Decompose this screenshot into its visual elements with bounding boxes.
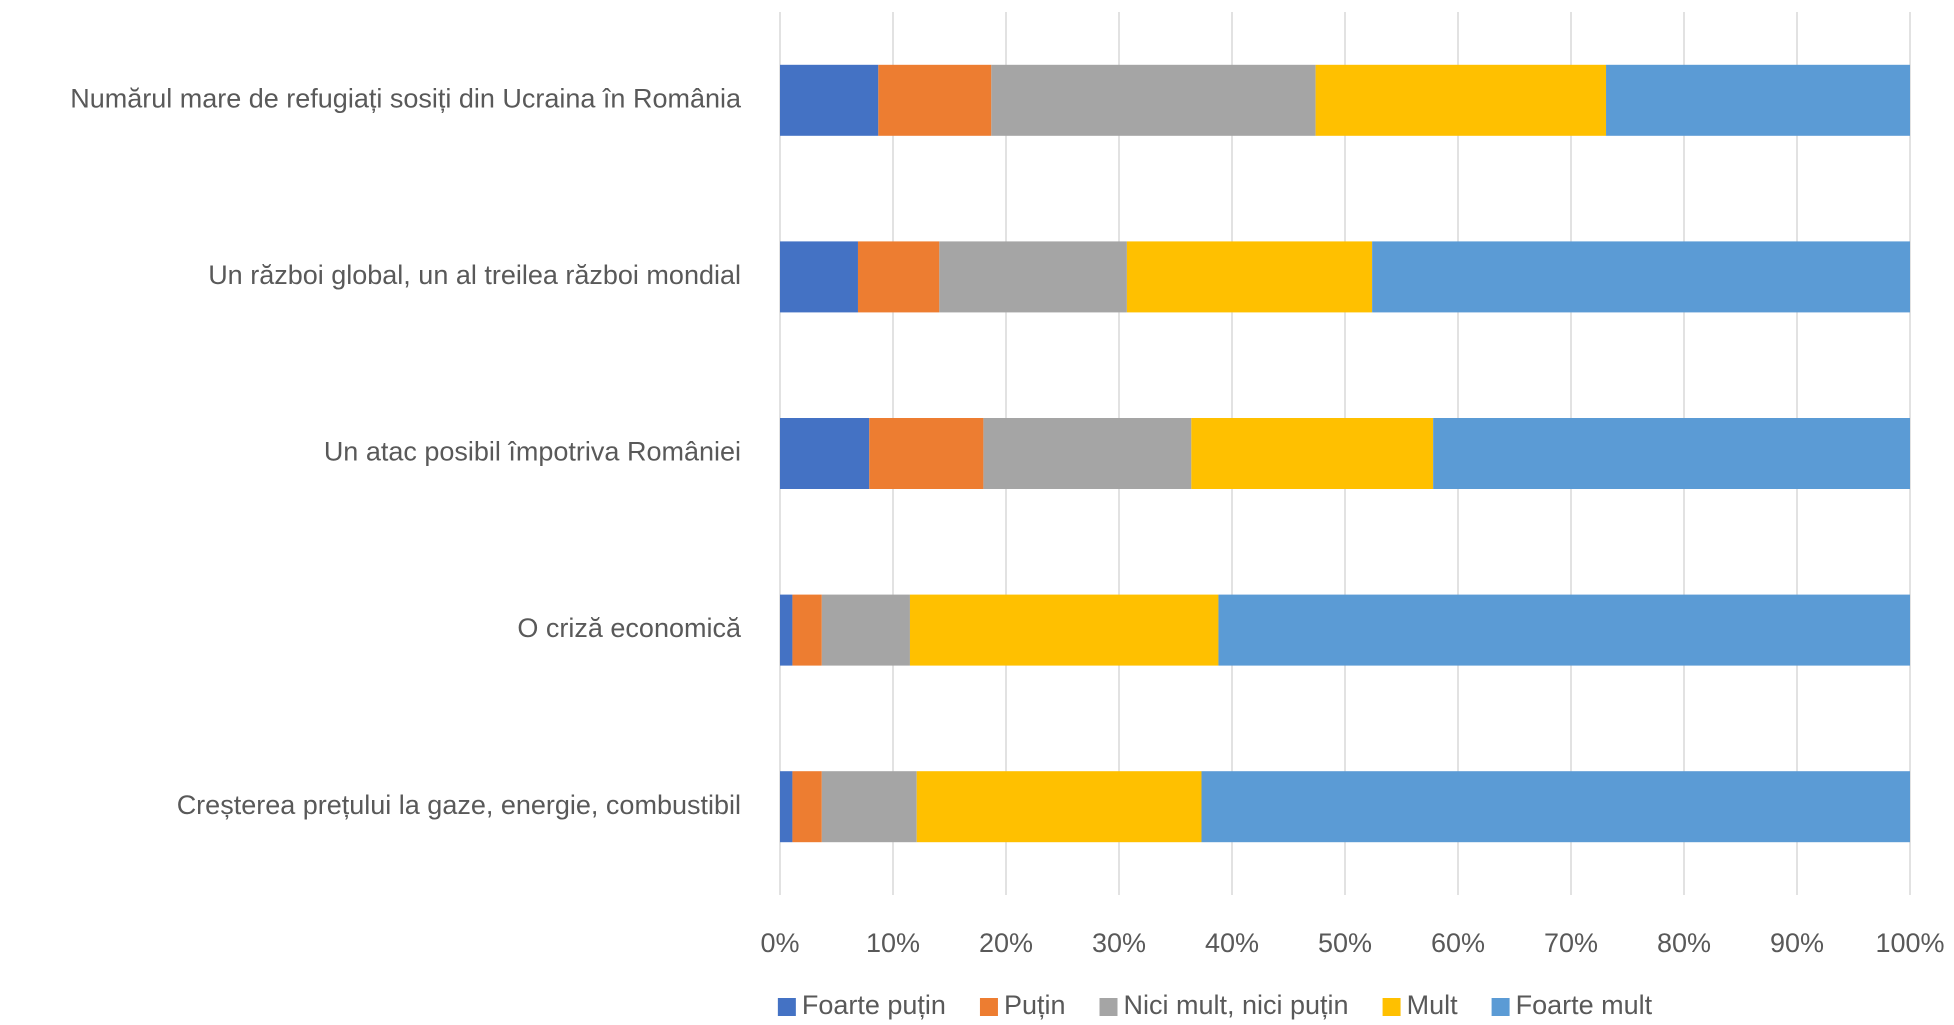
bar-segment <box>821 771 917 843</box>
legend-swatch <box>777 998 796 1016</box>
x-tick-label: 80% <box>1657 928 1711 958</box>
bar-segment <box>1191 418 1434 489</box>
bar-segment <box>1218 594 1910 666</box>
category-label: Un război global, un al treilea război m… <box>208 260 741 290</box>
x-tick-label: 70% <box>1544 928 1598 958</box>
legend-swatch <box>979 998 998 1016</box>
legend-label: Puțin <box>1004 990 1066 1020</box>
bar-segment <box>792 771 822 843</box>
x-tick-label: 90% <box>1770 928 1824 958</box>
bar-segment <box>878 64 992 136</box>
x-tick-label: 10% <box>866 928 920 958</box>
bar-segment <box>857 241 940 313</box>
x-tick-label: 100% <box>1875 928 1944 958</box>
bar-segment <box>1126 241 1373 313</box>
legend-swatch <box>1382 998 1401 1016</box>
bar-segment <box>983 418 1192 489</box>
bar-segment <box>916 771 1202 843</box>
bar-segment <box>869 418 984 489</box>
category-label: Creșterea prețului la gaze, energie, com… <box>177 790 741 820</box>
bar-segment <box>1372 241 1910 313</box>
legend-label: Foarte mult <box>1516 990 1653 1020</box>
legend-label: Foarte puțin <box>802 990 946 1020</box>
bar-segment <box>792 594 822 666</box>
category-label: Un atac posibil împotriva României <box>324 437 741 467</box>
bar-segment <box>939 241 1127 313</box>
bar-segment <box>780 594 793 666</box>
x-tick-label: 60% <box>1431 928 1485 958</box>
x-tick-label: 30% <box>1092 928 1146 958</box>
x-tick-label: 0% <box>760 928 799 958</box>
bar-segment <box>1315 64 1607 136</box>
bar-segment <box>1606 64 1910 136</box>
legend: Foarte puțin Puțin Nici mult, nici puțin Mu… <box>777 990 1653 1020</box>
legend-swatch <box>1099 998 1118 1016</box>
bar-segment <box>821 594 910 666</box>
legend-label: Mult <box>1407 990 1459 1020</box>
bar-segment <box>780 418 870 489</box>
bar-segment <box>780 241 858 313</box>
legend-label: Nici mult, nici puțin <box>1124 990 1349 1020</box>
x-tick-label: 50% <box>1318 928 1372 958</box>
legend-swatch <box>1491 998 1510 1016</box>
bar-segment <box>991 64 1316 136</box>
bar-segment <box>1201 771 1910 843</box>
x-tick-label: 40% <box>1205 928 1259 958</box>
bar-segment <box>780 64 879 136</box>
x-tick-label: 20% <box>979 928 1033 958</box>
category-label: O criză economică <box>517 613 742 643</box>
category-label: Numărul mare de refugiați sosiți din Ucr… <box>70 83 742 113</box>
bar-segment <box>1433 418 1910 489</box>
bar-segment <box>909 594 1219 666</box>
bar-segment <box>780 771 793 843</box>
